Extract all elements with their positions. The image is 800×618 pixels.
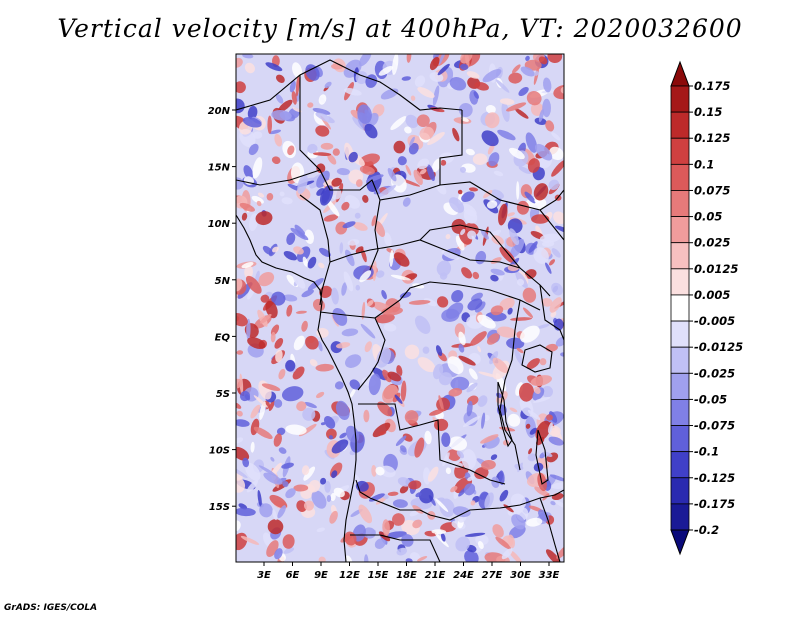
colorbar-box xyxy=(670,477,690,505)
lake-victoria xyxy=(521,344,553,373)
lat-label: 20N xyxy=(208,106,231,117)
map-title: Vertical velocity [m/s] at 400hPa, VT: 2… xyxy=(57,14,743,43)
colorbar-label: -0.075 xyxy=(694,419,735,433)
lake-tanganyika xyxy=(497,381,513,448)
border-niger-nigeria xyxy=(236,169,321,186)
lon-label: 30E xyxy=(510,570,531,581)
border-chad xyxy=(299,75,381,271)
border-congo-drc xyxy=(319,311,386,391)
colorbar-box xyxy=(670,399,690,426)
border-zambia xyxy=(429,489,564,521)
longitude-axis: 3E 6E 9E 12E 15E 18E 21E 24E 27E 30E 33E xyxy=(257,562,560,581)
lat-label: EQ xyxy=(215,332,231,343)
velocity-field xyxy=(236,54,564,562)
latitude-axis: 20N 15N 10N 5N EQ 5S 10S 15S xyxy=(208,106,236,513)
colorbar-box xyxy=(670,85,690,113)
lon-label: 15E xyxy=(368,570,389,581)
colorbar-box xyxy=(670,242,690,270)
colorbar-box xyxy=(670,268,690,296)
colorbar-label: 0.025 xyxy=(694,236,730,250)
border-angola-south xyxy=(355,479,431,516)
colorbar-top-arrow xyxy=(670,60,690,87)
colorbar-label: 0.0125 xyxy=(694,262,738,276)
colorbar-box xyxy=(670,451,690,479)
lon-label: 6E xyxy=(286,570,300,581)
colorbar-label: -0.05 xyxy=(694,392,727,406)
lat-label: 10N xyxy=(208,219,231,230)
colorbar-box xyxy=(670,372,690,400)
border-ethiopia xyxy=(539,189,564,211)
lon-label: 33E xyxy=(539,570,560,581)
colorbar-box xyxy=(670,294,690,322)
colorbar-bottom-arrow xyxy=(670,529,690,556)
border-egypt-sudan xyxy=(439,110,463,185)
lon-label: 21E xyxy=(425,570,446,581)
colorbar: 0.175 0.15 0.125 0.1 0.075 0.05 0.025 0.0125 0.0… xyxy=(670,60,743,556)
colorbar-label: -0.025 xyxy=(694,366,735,380)
colorbar-label: 0.175 xyxy=(694,79,730,93)
colorbar-label: 0.005 xyxy=(694,288,730,302)
colorbar-label: 0.075 xyxy=(694,183,730,197)
lake-malawi xyxy=(535,429,549,485)
border-angola-drc xyxy=(358,403,506,485)
colorbar-box xyxy=(670,137,690,165)
colorbar-label: 0.05 xyxy=(694,210,722,224)
lat-label: 15N xyxy=(208,163,231,174)
lon-label: 3E xyxy=(257,570,271,581)
border-nigeria-cameroon xyxy=(299,194,331,306)
border-sudan-east xyxy=(379,181,564,241)
colorbar-label: -0.0125 xyxy=(694,340,743,354)
grads-credit: GrADS: IGES/COLA xyxy=(4,603,98,613)
colorbar-box xyxy=(670,503,690,531)
map-frame xyxy=(235,53,565,563)
colorbar-label: -0.175 xyxy=(694,497,735,511)
border-libya-egypt xyxy=(236,59,463,111)
lat-label: 15S xyxy=(209,502,230,513)
colorbar-box xyxy=(670,216,690,244)
colorbar-label: 0.1 xyxy=(694,157,714,171)
colorbar-label: 0.125 xyxy=(694,131,730,145)
coastline-west-africa xyxy=(236,214,357,562)
lon-label: 12E xyxy=(339,570,360,581)
colorbar-box xyxy=(670,425,690,453)
lon-label: 27E xyxy=(482,570,503,581)
colorbar-box xyxy=(670,320,690,348)
border-drc-north xyxy=(374,281,541,319)
border-namibia-botswana xyxy=(350,534,441,562)
colorbar-label: 0.15 xyxy=(694,105,722,119)
lon-label: 9E xyxy=(314,570,328,581)
colorbar-box xyxy=(670,111,690,139)
lon-label: 24E xyxy=(453,570,474,581)
colorbar-label: -0.1 xyxy=(694,445,719,459)
lat-label: 5N xyxy=(215,276,231,287)
colorbar-label: -0.005 xyxy=(694,314,735,328)
border-mozambique xyxy=(539,497,561,562)
lon-label: 18E xyxy=(396,570,417,581)
colorbar-box xyxy=(670,190,690,217)
colorbar-label: -0.2 xyxy=(694,523,719,537)
country-borders xyxy=(236,59,564,562)
colorbar-box xyxy=(670,346,690,374)
colorbar-label: -0.125 xyxy=(694,471,735,485)
lat-label: 5S xyxy=(216,389,230,400)
lat-label: 10S xyxy=(209,446,230,457)
colorbar-box xyxy=(670,163,690,191)
border-east-africa xyxy=(539,284,564,341)
